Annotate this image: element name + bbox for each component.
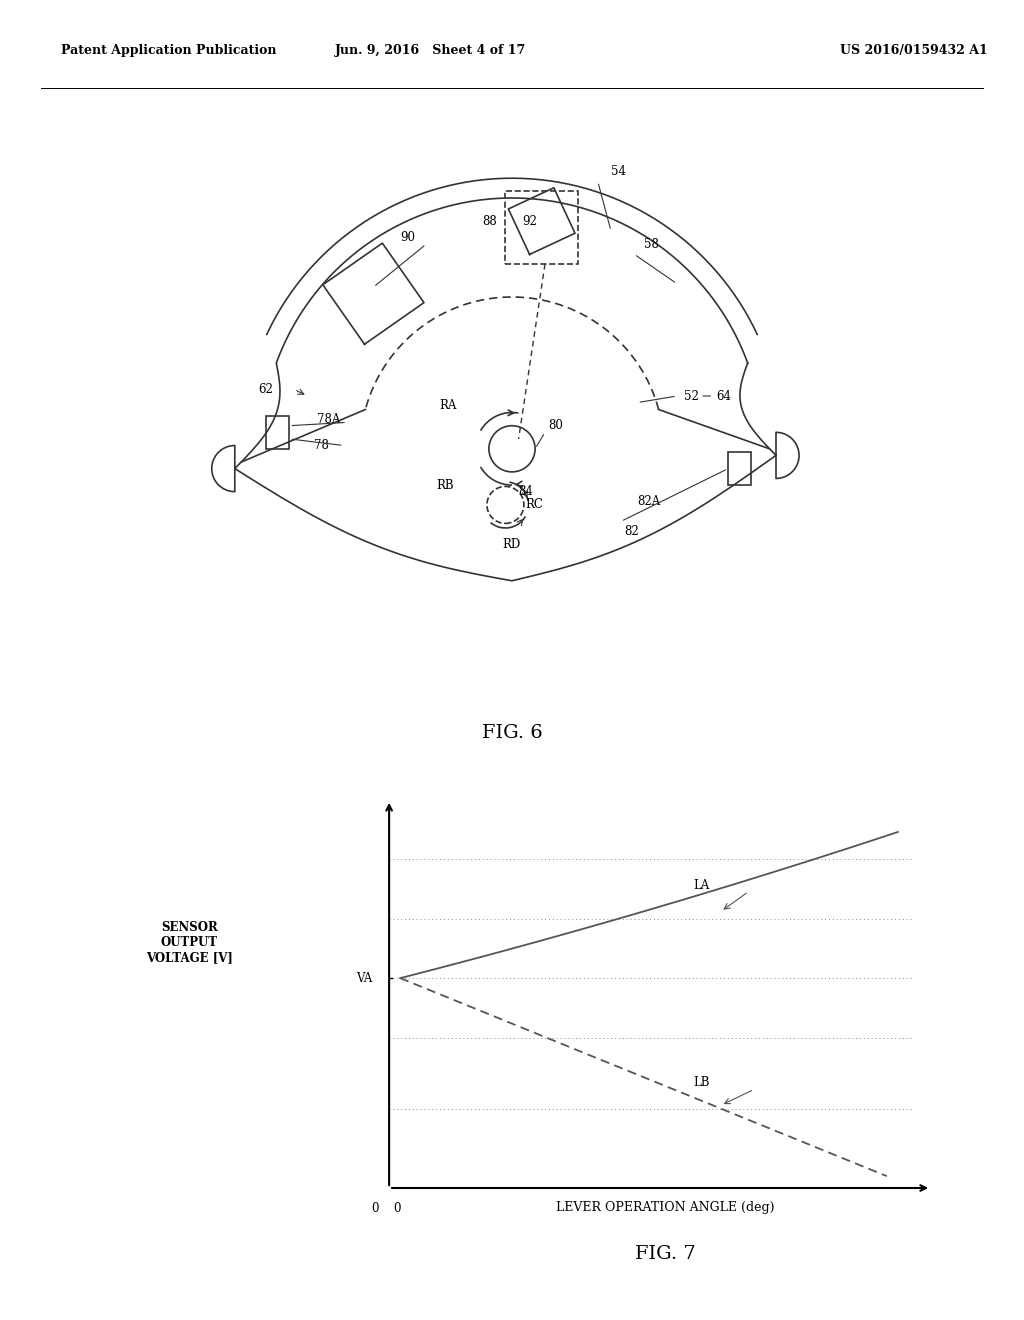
Text: 0: 0 — [393, 1201, 401, 1214]
Text: RA: RA — [439, 400, 457, 412]
Bar — [266, 416, 289, 449]
Bar — [728, 453, 752, 486]
Text: 78A: 78A — [317, 413, 341, 425]
Text: US 2016/0159432 A1: US 2016/0159432 A1 — [840, 45, 987, 57]
Text: LEVER OPERATION ANGLE (deg): LEVER OPERATION ANGLE (deg) — [556, 1201, 775, 1214]
Text: RB: RB — [436, 479, 454, 491]
Text: 58: 58 — [644, 238, 658, 251]
Text: Patent Application Publication: Patent Application Publication — [61, 45, 276, 57]
Bar — [506, 191, 578, 264]
Text: RC: RC — [525, 499, 543, 511]
Text: LA: LA — [693, 879, 710, 891]
Text: Jun. 9, 2016   Sheet 4 of 17: Jun. 9, 2016 Sheet 4 of 17 — [335, 45, 525, 57]
Text: FIG. 6: FIG. 6 — [481, 723, 543, 742]
Text: SENSOR
OUTPUT
VOLTAGE [V]: SENSOR OUTPUT VOLTAGE [V] — [146, 921, 232, 964]
Text: 52: 52 — [684, 389, 698, 403]
Text: 92: 92 — [522, 215, 537, 227]
Text: 90: 90 — [399, 231, 415, 244]
Text: 64: 64 — [717, 389, 731, 403]
Text: 54: 54 — [611, 165, 626, 178]
Text: 82: 82 — [625, 525, 639, 537]
Text: LB: LB — [693, 1076, 710, 1089]
Text: 80: 80 — [548, 420, 563, 432]
Text: RD: RD — [502, 539, 520, 550]
Text: 82A: 82A — [637, 495, 660, 508]
Text: 62: 62 — [258, 383, 272, 396]
Text: 88: 88 — [482, 215, 497, 227]
Text: VA: VA — [356, 972, 373, 985]
Text: 0: 0 — [372, 1201, 379, 1214]
Text: FIG. 7: FIG. 7 — [635, 1245, 696, 1263]
Text: 84: 84 — [518, 486, 534, 498]
Text: 78: 78 — [314, 440, 329, 451]
